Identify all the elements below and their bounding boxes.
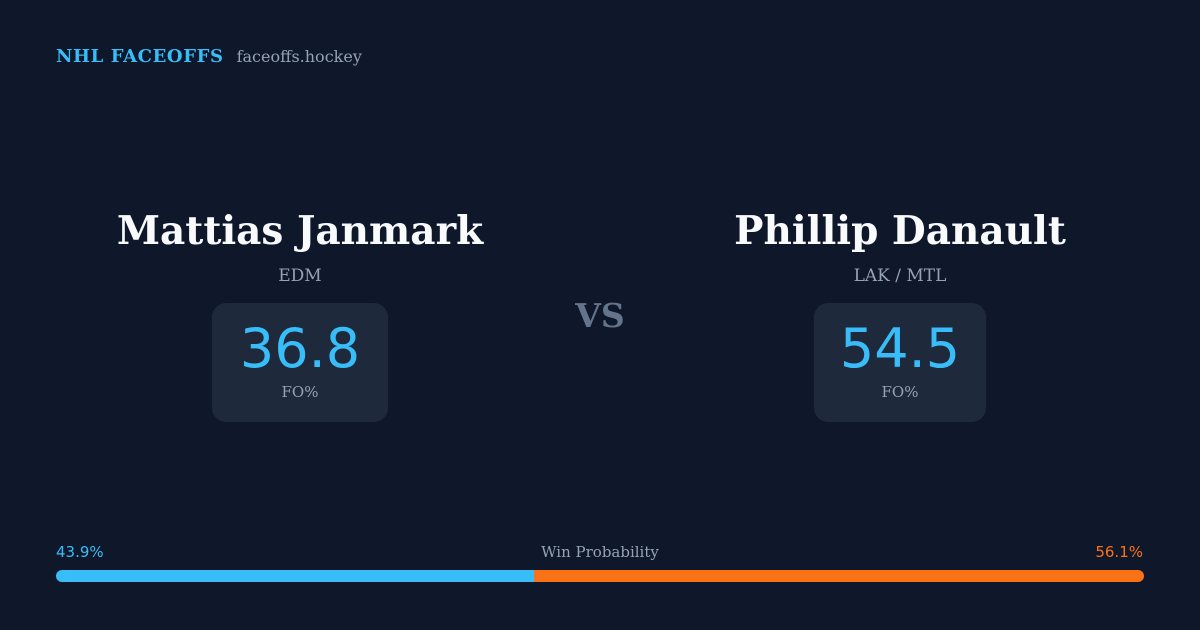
brand-domain: faceoffs.hockey <box>236 47 362 66</box>
win-probability-right: 56.1% <box>1095 543 1143 561</box>
player-left-name: Mattias Janmark <box>116 208 484 254</box>
player-left-team: EDM <box>278 266 322 286</box>
player-right-team: LAK / MTL <box>853 266 947 286</box>
player-left: Mattias Janmark EDM 36.8 FO% <box>50 205 550 422</box>
brand-header: NHL FACEOFFS faceoffs.hockey <box>56 46 362 67</box>
brand-name: NHL FACEOFFS <box>56 46 224 67</box>
win-probability-left: 43.9% <box>56 543 104 561</box>
player-left-stat-label: FO% <box>281 383 319 401</box>
player-left-stat-value: 36.8 <box>239 317 361 380</box>
win-probability-fill-left <box>56 570 534 582</box>
win-probability-title: Win Probability <box>541 543 659 561</box>
player-left-stat-card: 36.8 FO% <box>212 303 388 422</box>
player-right-stat-card: 54.5 FO% <box>814 303 986 422</box>
player-right-stat-label: FO% <box>881 383 919 401</box>
player-right-stat-value: 54.5 <box>839 317 961 380</box>
win-probability-fill-right <box>533 570 1144 582</box>
win-probability-bar <box>56 570 1144 582</box>
player-right: Phillip Danault LAK / MTL 54.5 FO% <box>650 205 1150 422</box>
player-right-name: Phillip Danault <box>734 208 1066 254</box>
versus-label: VS <box>575 296 625 335</box>
